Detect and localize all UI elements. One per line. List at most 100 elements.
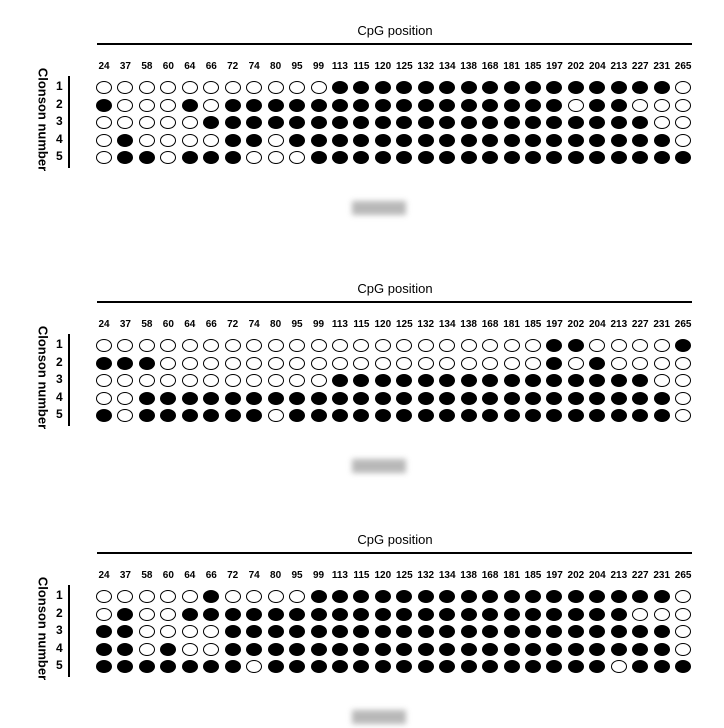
- methylated-cpg-dot: [353, 116, 370, 129]
- unmethylated-cpg-dot: [289, 339, 306, 352]
- methylated-cpg-dot: [439, 374, 456, 387]
- unmethylated-cpg-dot: [246, 356, 263, 370]
- methylated-cpg-dot: [610, 374, 627, 387]
- methylated-cpg-dot: [310, 590, 327, 603]
- methylated-cpg-dot: [525, 590, 541, 603]
- methylated-cpg-dot: [482, 409, 499, 422]
- methylated-cpg-dot: [374, 625, 391, 638]
- methylated-cpg-dot: [589, 356, 606, 370]
- methylated-cpg-dot: [310, 391, 327, 405]
- methylated-cpg-dot: [589, 607, 606, 621]
- cpg-position-label: 64: [184, 319, 196, 330]
- methylated-cpg-dot: [203, 607, 220, 621]
- methylated-cpg-dot: [460, 81, 477, 94]
- unmethylated-cpg-dot: [160, 98, 177, 112]
- methylated-cpg-dot: [589, 625, 606, 638]
- methylated-cpg-dot: [117, 607, 134, 621]
- methylated-cpg-dot: [331, 607, 348, 621]
- unmethylated-cpg-dot: [267, 339, 284, 352]
- methylated-cpg-dot: [396, 642, 413, 656]
- unmethylated-cpg-dot: [675, 356, 692, 370]
- methylated-cpg-dot: [439, 133, 456, 147]
- methylated-cpg-dot: [482, 374, 499, 387]
- cpg-position-label: 185: [524, 570, 542, 581]
- methylated-cpg-dot: [117, 625, 134, 638]
- methylated-cpg-dot: [246, 98, 263, 112]
- unmethylated-cpg-dot: [267, 590, 284, 603]
- unmethylated-cpg-dot: [117, 98, 134, 112]
- cpg-position-label: 181: [503, 319, 520, 330]
- cpg-position-label: 80: [270, 61, 282, 72]
- cpg-position-label: 204: [589, 319, 606, 330]
- methylated-cpg-dot: [224, 642, 241, 656]
- blurred-caption: [352, 459, 406, 473]
- methylated-cpg-dot: [138, 660, 155, 673]
- methylated-cpg-dot: [331, 660, 348, 673]
- methylated-cpg-dot: [374, 409, 391, 422]
- clone-number-label: 3: [56, 623, 63, 637]
- methylated-cpg-dot: [203, 116, 220, 129]
- methylated-cpg-dot: [374, 133, 391, 147]
- unmethylated-cpg-dot: [117, 590, 134, 603]
- unmethylated-cpg-dot: [289, 374, 306, 387]
- methylated-cpg-dot: [289, 625, 306, 638]
- methylated-cpg-dot: [503, 660, 520, 673]
- unmethylated-cpg-dot: [138, 81, 155, 94]
- methylated-cpg-dot: [589, 116, 606, 129]
- unmethylated-cpg-dot: [267, 374, 284, 387]
- unmethylated-cpg-dot: [267, 409, 284, 422]
- unmethylated-cpg-dot: [632, 339, 649, 352]
- methylated-cpg-dot: [525, 625, 541, 638]
- unmethylated-cpg-dot: [160, 81, 177, 94]
- unmethylated-cpg-dot: [503, 339, 520, 352]
- methylated-cpg-dot: [331, 391, 348, 405]
- methylated-cpg-dot: [439, 642, 456, 656]
- methylated-cpg-dot: [417, 133, 434, 147]
- methylated-cpg-dot: [567, 607, 584, 621]
- methylated-cpg-dot: [503, 590, 520, 603]
- methylated-cpg-dot: [331, 133, 348, 147]
- cpg-position-label: 66: [205, 319, 217, 330]
- methylated-cpg-dot: [610, 391, 627, 405]
- cpg-position-label: 113: [331, 319, 348, 330]
- methylated-cpg-dot: [96, 660, 112, 673]
- unmethylated-cpg-dot: [160, 625, 177, 638]
- methylated-cpg-dot: [181, 98, 198, 112]
- methylated-cpg-dot: [224, 151, 241, 164]
- methylated-cpg-dot: [246, 642, 263, 656]
- methylated-cpg-dot: [374, 607, 391, 621]
- unmethylated-cpg-dot: [224, 81, 241, 94]
- methylated-cpg-dot: [503, 607, 520, 621]
- methylated-cpg-dot: [289, 116, 306, 129]
- methylated-cpg-dot: [632, 625, 649, 638]
- methylated-cpg-dot: [546, 590, 563, 603]
- methylated-cpg-dot: [503, 391, 520, 405]
- clone-number-label: 1: [56, 588, 63, 602]
- cpg-position-label: 231: [653, 61, 671, 72]
- unmethylated-cpg-dot: [96, 590, 112, 603]
- methylated-cpg-dot: [567, 391, 584, 405]
- methylated-cpg-dot: [417, 98, 434, 112]
- cpg-position-label: 197: [546, 319, 563, 330]
- methylated-cpg-dot: [396, 590, 413, 603]
- methylated-cpg-dot: [482, 151, 499, 164]
- methylated-cpg-dot: [417, 391, 434, 405]
- x-axis-title: CpG position: [357, 281, 433, 296]
- methylated-cpg-dot: [567, 590, 584, 603]
- clone-number-label: 2: [56, 605, 63, 620]
- cpg-position-label: 80: [270, 570, 282, 581]
- methylated-cpg-dot: [117, 151, 134, 164]
- clone-number-label: 1: [56, 79, 63, 93]
- unmethylated-cpg-dot: [289, 590, 306, 603]
- methylated-cpg-dot: [396, 116, 413, 129]
- methylated-cpg-dot: [267, 642, 284, 656]
- unmethylated-cpg-dot: [246, 590, 263, 603]
- methylated-cpg-dot: [482, 391, 499, 405]
- methylated-cpg-dot: [138, 356, 155, 370]
- methylated-cpg-dot: [331, 81, 348, 94]
- methylated-cpg-dot: [289, 133, 306, 147]
- unmethylated-cpg-dot: [181, 590, 198, 603]
- unmethylated-cpg-dot: [117, 339, 134, 352]
- cpg-position-label: 74: [248, 570, 260, 581]
- cpg-position-label: 60: [162, 61, 174, 72]
